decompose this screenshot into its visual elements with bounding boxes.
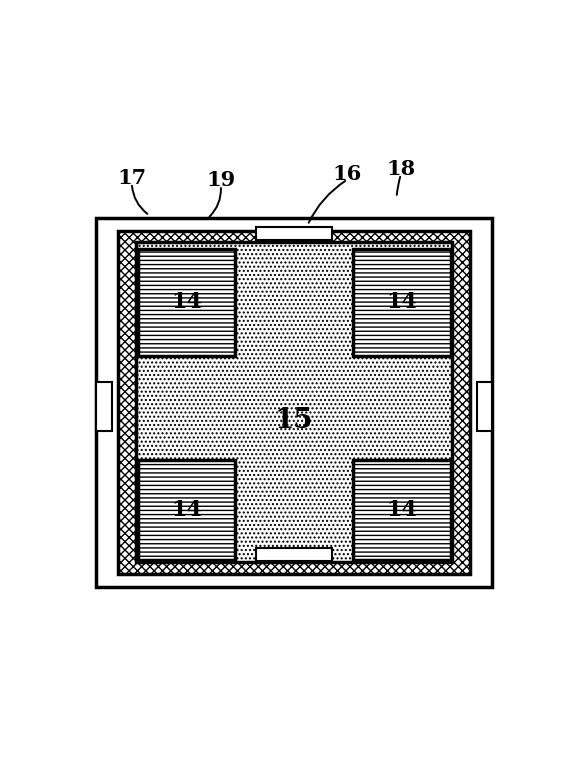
Text: 14: 14 <box>171 499 202 521</box>
Bar <box>257 226 332 240</box>
Bar <box>353 249 451 356</box>
Bar <box>138 460 235 560</box>
Bar <box>118 231 470 574</box>
Bar <box>138 249 235 356</box>
Text: 14: 14 <box>171 291 202 313</box>
Text: 16: 16 <box>333 164 362 184</box>
Bar <box>353 460 451 560</box>
Text: 17: 17 <box>117 167 146 188</box>
Bar <box>96 218 492 587</box>
Text: 14: 14 <box>386 291 417 313</box>
Bar <box>96 382 112 431</box>
Text: 18: 18 <box>386 159 416 179</box>
Bar <box>257 548 332 561</box>
Text: 19: 19 <box>206 170 235 190</box>
Text: 14: 14 <box>386 499 417 521</box>
Bar <box>136 242 452 562</box>
Text: 15: 15 <box>275 407 313 434</box>
Bar <box>476 382 492 431</box>
